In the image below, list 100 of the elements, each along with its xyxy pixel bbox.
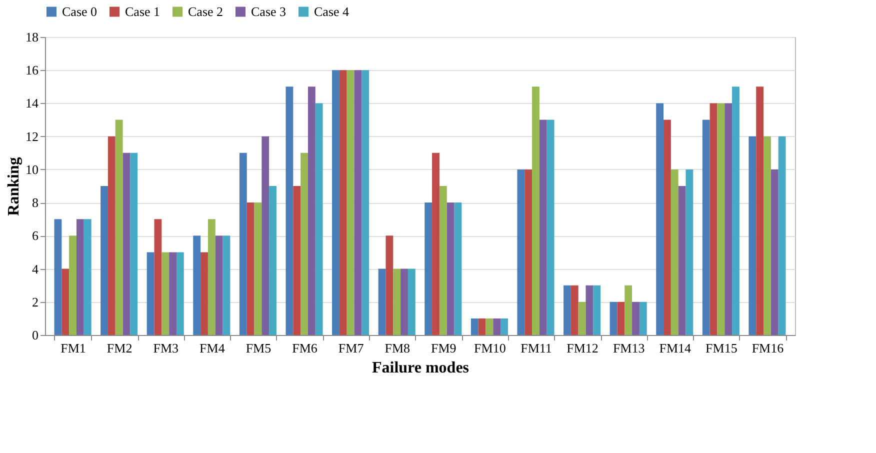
bar [246,202,254,335]
bar [193,236,201,335]
x-axis-title: Failure modes [372,360,470,376]
x-tick-label: FM12 [566,340,598,356]
bar [756,86,764,335]
y-tick-label: 18 [26,30,38,44]
bar [710,103,718,335]
x-tick-label: FM3 [153,340,179,356]
bar [354,70,362,335]
bar [546,120,554,335]
bar [478,318,486,335]
bar [315,103,323,335]
bar [624,285,632,335]
bar [393,268,401,335]
bar [424,202,432,335]
bar [639,302,647,335]
bar [76,219,84,335]
y-tick-label: 14 [26,96,39,111]
bar [454,202,462,335]
bar [130,152,138,335]
bar [408,268,416,335]
legend-label: Case 0 [62,4,98,19]
bar [54,219,62,335]
bar [254,202,262,335]
bar [770,169,778,335]
x-tick-label: FM7 [338,340,364,356]
bar [748,136,756,335]
bar [524,169,532,335]
x-tick-label: FM8 [384,340,410,356]
bar [154,219,162,335]
y-tick-label: 0 [32,328,38,342]
y-tick-label: 10 [26,162,38,177]
bar [446,202,454,335]
bar [532,86,540,335]
bar [702,120,710,335]
bar [664,120,671,335]
x-tick-label: FM2 [106,340,132,356]
bar [400,268,408,335]
bar [84,219,92,335]
bar [539,120,547,335]
bar [764,136,771,335]
bar [732,86,740,335]
bar [586,285,594,335]
bar [262,136,270,335]
bar [678,186,686,335]
bar [432,152,440,335]
bar [115,120,123,335]
x-tick-label: FM15 [706,340,738,356]
bar [62,268,70,335]
legend-label: Case 2 [188,4,224,19]
bar [578,302,586,335]
bar [162,252,170,335]
x-tick-label: FM14 [659,340,692,356]
bar [632,302,640,335]
bar [378,268,386,335]
bar [208,219,216,335]
x-tick-label: FM4 [200,340,226,356]
bar [339,70,347,335]
bar [286,86,294,335]
bar [308,86,316,335]
x-tick-label: FM9 [431,340,456,356]
bar [717,103,725,335]
bar [500,318,508,335]
bar [686,169,694,335]
bar [176,252,184,335]
bar [222,236,230,335]
bar [122,152,130,335]
bar [293,186,301,335]
x-tick-label: FM16 [752,340,784,356]
bar [269,186,276,335]
y-tick-label: 16 [26,62,39,78]
x-tick-label: FM1 [60,340,86,356]
bar [493,318,501,335]
y-tick-label: 4 [32,261,39,276]
legend-label: Case 4 [314,4,350,19]
bar [239,152,247,335]
x-tick-label: FM5 [246,340,272,356]
bar [517,169,525,335]
bar [108,136,116,335]
y-axis-title: Ranking [6,157,22,216]
bar [656,103,664,335]
bar [386,236,394,335]
bar [439,186,447,335]
bar [570,285,578,335]
bar [300,152,308,335]
bar [200,252,208,335]
bar [362,70,370,335]
y-tick-label: 8 [32,195,38,210]
bar [610,302,618,335]
x-tick-label: FM13 [612,340,645,356]
bar [69,236,76,335]
x-tick-label: FM10 [474,340,506,356]
legend-label: Case 1 [125,4,160,19]
bar [146,252,154,335]
bar [724,103,732,335]
x-tick-label: FM6 [292,340,318,356]
y-tick-label: 12 [26,128,38,144]
bar [778,136,786,335]
bar [486,318,494,335]
bar [332,70,340,335]
